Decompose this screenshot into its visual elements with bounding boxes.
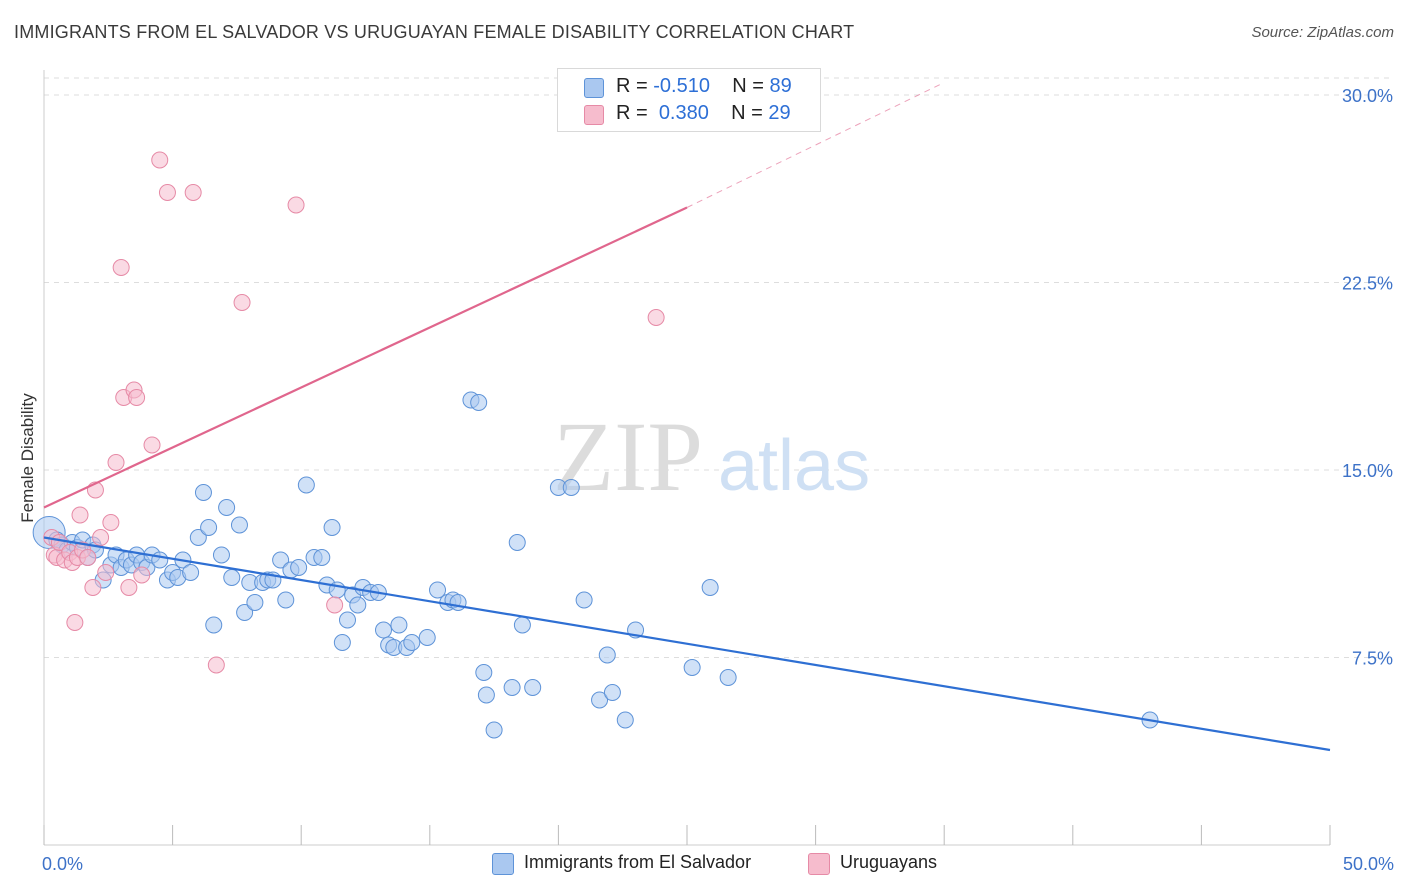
blue-point	[151, 551, 169, 569]
pink-point	[143, 436, 161, 454]
blue-point	[485, 721, 503, 739]
bottom-legend-swatch-pink	[808, 853, 830, 875]
pink-point	[92, 529, 110, 546]
bottom-legend-label-blue: Immigrants from El Salvador	[524, 852, 752, 872]
blue-point	[683, 659, 701, 676]
blue-point	[513, 616, 531, 634]
blue-point	[418, 629, 436, 646]
legend-n-value: 89	[769, 75, 792, 97]
blue-point	[591, 691, 609, 709]
blue-point	[230, 516, 248, 534]
pink-point	[120, 579, 138, 596]
watermark: ZIP atlas	[553, 401, 870, 512]
legend-r-label: R =	[616, 75, 648, 97]
blue-point	[375, 621, 393, 639]
pink-point	[326, 596, 344, 614]
blue-point	[338, 611, 356, 629]
blue-point	[477, 686, 495, 704]
pink-point	[207, 656, 225, 674]
blue-point	[575, 591, 593, 609]
pink-point	[107, 454, 125, 471]
blue-point	[524, 679, 542, 696]
x-tick-label: 50.0%	[1343, 854, 1394, 874]
y-tick-label: 15.0%	[1342, 461, 1393, 481]
blue-point	[390, 616, 408, 634]
pink-point	[79, 549, 97, 566]
blue-point	[313, 549, 331, 566]
blue-point	[189, 529, 207, 546]
axes	[43, 70, 1331, 846]
blue-point	[598, 646, 616, 664]
blue-point	[503, 679, 521, 696]
bottom-legend-swatch-blue	[492, 853, 514, 875]
pink-point	[151, 151, 169, 169]
tick-labels: 7.5% 15.0% 22.5% 30.0% 0.0% 50.0%	[42, 86, 1394, 874]
blue-point	[449, 594, 467, 611]
legend-n-value: 29	[768, 102, 791, 124]
y-tick-label: 22.5%	[1342, 274, 1393, 294]
pink-point	[184, 184, 202, 201]
pink-point	[128, 389, 146, 406]
legend-r-value: 0.380	[658, 102, 709, 124]
legend-swatch-pink	[584, 105, 604, 125]
blue-point	[246, 594, 264, 611]
blue-point	[272, 551, 290, 569]
blue-point	[212, 546, 230, 564]
pink-point	[233, 294, 251, 311]
chart-title: IMMIGRANTS FROM EL SALVADOR VS URUGUAYAN…	[14, 22, 855, 42]
source-label: Source: ZipAtlas.com	[1251, 24, 1394, 41]
bottom-legend-label-pink: Uruguayans	[840, 852, 938, 872]
blue-point	[719, 669, 737, 686]
legend-n-label: N =	[732, 75, 764, 97]
blue-point	[475, 664, 493, 681]
blue-point	[277, 591, 295, 609]
blue-point	[223, 569, 241, 586]
blue-trendline	[43, 536, 1331, 752]
blue-point	[333, 634, 351, 651]
blue-point	[470, 394, 488, 411]
legend-r-value: -0.510	[653, 75, 710, 97]
y-tick-label: 7.5%	[1352, 649, 1393, 669]
pink-trendline	[43, 206, 688, 509]
blue-point	[200, 519, 218, 536]
blue-point	[236, 604, 254, 621]
blue-point	[349, 596, 367, 614]
pink-point	[287, 196, 305, 214]
x-tick-label: 0.0%	[42, 854, 83, 874]
y-tick-label: 30.0%	[1342, 86, 1393, 106]
pink-point	[84, 579, 102, 596]
pink-trendline-extension	[686, 82, 945, 208]
blue-point	[429, 581, 447, 599]
pink-point	[97, 564, 115, 581]
trendlines	[43, 82, 1331, 752]
watermark-atlas: atlas	[718, 426, 870, 506]
blue-point	[205, 616, 223, 634]
legend-r-label: R =	[616, 102, 648, 124]
pink-point	[158, 184, 176, 201]
blue-point	[323, 519, 341, 536]
blue-point	[218, 499, 236, 516]
blue-point	[616, 711, 634, 729]
blue-point	[403, 634, 421, 651]
legend-n-label: N =	[731, 102, 763, 124]
pink-point	[112, 259, 130, 276]
pink-point	[102, 514, 120, 531]
pink-point	[71, 506, 89, 524]
blue-point	[508, 534, 526, 551]
blue-point	[701, 579, 719, 596]
stats-legend: R = -0.510 N = 89 R = 0.380 N = 29	[557, 68, 821, 132]
watermark-zip: ZIP	[553, 401, 703, 512]
pink-point	[133, 566, 151, 584]
legend-swatch-blue	[584, 78, 604, 98]
blue-point	[182, 564, 200, 581]
blue-point	[297, 476, 315, 494]
blue-point	[603, 684, 621, 701]
blue-point	[290, 559, 308, 576]
blue-point	[194, 484, 212, 501]
pink-point	[66, 614, 84, 631]
pink-point	[647, 309, 665, 326]
blue-point	[562, 479, 580, 496]
